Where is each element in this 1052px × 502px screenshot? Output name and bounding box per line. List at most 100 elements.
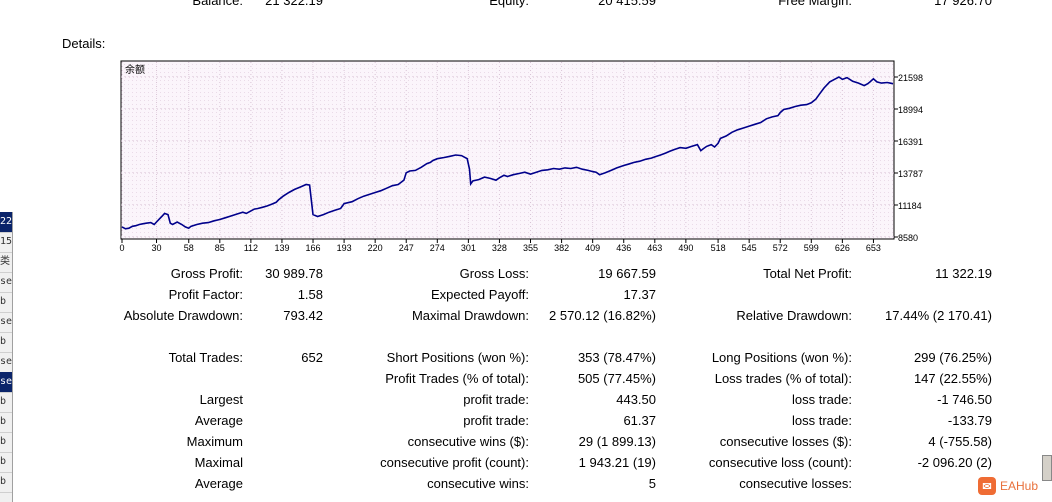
long-positions-value: 299 (76.25%) xyxy=(913,350,992,365)
left-panel-row[interactable]: se xyxy=(0,352,12,373)
y-axis: 21598 18994 16391 13787 11184 8580 xyxy=(894,73,923,243)
balance-series-line xyxy=(121,76,894,230)
relative-drawdown-value: 17.44% (2 170.41) xyxy=(885,308,992,323)
x-tick-label: 0 xyxy=(119,243,124,253)
avg-consec-wins-value: 5 xyxy=(648,476,656,491)
x-tick-label: 85 xyxy=(215,243,225,253)
max-consec-losses-value: 4 (-755.58) xyxy=(928,434,992,449)
largest-profit-trade-label: profit trade: xyxy=(463,392,529,407)
equity-value: 20 415.59 xyxy=(598,0,656,8)
left-panel-row[interactable]: b xyxy=(0,472,12,493)
equity-label: Equity: xyxy=(489,0,529,8)
absolute-drawdown-label: Absolute Drawdown: xyxy=(123,308,243,323)
x-tick-label: 409 xyxy=(585,243,600,253)
left-panel-row[interactable]: b xyxy=(0,412,12,433)
maximal-drawdown-value: 2 570.12 (16.82%) xyxy=(549,308,656,323)
x-tick-label: 220 xyxy=(368,243,383,253)
left-panel-row[interactable]: b xyxy=(0,292,12,313)
gross-loss-label: Gross Loss: xyxy=(459,266,529,281)
average-loss-trade-label: loss trade: xyxy=(792,413,852,428)
x-tick-label: 436 xyxy=(616,243,631,253)
y-tick-label: 8580 xyxy=(898,233,918,243)
balance-value: 21 322.19 xyxy=(265,0,323,8)
left-panel-row[interactable]: 类 xyxy=(0,252,12,273)
profit-factor-label: Profit Factor: xyxy=(168,287,243,302)
expected-payoff-value: 17.37 xyxy=(623,287,656,302)
average-label: Average xyxy=(194,413,243,428)
left-panel-row[interactable]: b xyxy=(0,392,12,413)
short-positions-value: 353 (78.47%) xyxy=(577,350,656,365)
total-trades-value: 652 xyxy=(301,350,323,365)
x-tick-label: 166 xyxy=(306,243,321,253)
average-2-label: Average xyxy=(194,476,243,491)
loss-trades-value: 147 (22.55%) xyxy=(913,371,992,386)
left-panel-row[interactable]: se xyxy=(0,372,12,393)
maximal-consec-loss-label: consecutive loss (count): xyxy=(708,455,852,470)
scrollbar-thumb[interactable] xyxy=(1042,455,1052,481)
gross-profit-value: 30 989.78 xyxy=(265,266,323,281)
x-tick-label: 58 xyxy=(184,243,194,253)
x-tick-label: 545 xyxy=(742,243,757,253)
details-label: Details: xyxy=(62,36,106,51)
x-tick-label: 301 xyxy=(461,243,476,253)
x-tick-label: 247 xyxy=(399,243,414,253)
x-axis: 0 30 58 85 112 139 166 193 220 247 274 301 328 355 382… xyxy=(119,239,881,253)
y-tick-label: 21598 xyxy=(898,73,923,83)
long-positions-label: Long Positions (won %): xyxy=(711,350,852,365)
avg-consec-losses-label: consecutive losses: xyxy=(739,476,852,491)
expected-payoff-label: Expected Payoff: xyxy=(430,287,529,302)
maximal-consec-loss-value: -2 096.20 (2) xyxy=(917,455,992,470)
left-panel-row[interactable]: b xyxy=(0,332,12,353)
relative-drawdown-label: Relative Drawdown: xyxy=(736,308,852,323)
x-tick-label: 112 xyxy=(244,243,258,253)
x-tick-label: 572 xyxy=(773,243,788,253)
watermark-text: EAHub xyxy=(1000,479,1039,493)
left-panel-row[interactable]: 22 xyxy=(0,212,12,233)
balance-label: Balance: xyxy=(192,0,243,8)
total-trades-label: Total Trades: xyxy=(168,350,243,365)
free-margin-label: Free Margin: xyxy=(778,0,852,8)
maximum-label: Maximum xyxy=(186,434,243,449)
loss-trades-label: Loss trades (% of total): xyxy=(714,371,852,386)
y-tick-label: 16391 xyxy=(898,137,923,147)
average-loss-trade-value: -133.79 xyxy=(947,413,992,428)
left-panel-row[interactable]: b xyxy=(0,452,12,473)
short-positions-label: Short Positions (won %): xyxy=(386,350,529,365)
x-tick-label: 274 xyxy=(430,243,445,253)
absolute-drawdown-value: 793.42 xyxy=(283,308,323,323)
maximal-drawdown-label: Maximal Drawdown: xyxy=(411,308,529,323)
left-panel-row[interactable]: se xyxy=(0,272,12,293)
maximal-label: Maximal xyxy=(194,455,243,470)
x-tick-label: 490 xyxy=(678,243,693,253)
average-profit-trade-value: 61.37 xyxy=(623,413,656,428)
x-tick-label: 193 xyxy=(337,243,352,253)
left-panel-row[interactable]: se xyxy=(0,312,12,333)
chart-grid xyxy=(121,62,894,238)
eahub-logo-icon: ✉ xyxy=(978,477,996,495)
x-tick-label: 599 xyxy=(804,243,819,253)
total-net-profit-label: Total Net Profit: xyxy=(763,266,852,281)
x-tick-label: 653 xyxy=(866,243,881,253)
left-panel-row[interactable]: b xyxy=(0,432,12,453)
x-tick-label: 382 xyxy=(554,243,569,253)
gross-profit-label: Gross Profit: xyxy=(170,266,243,281)
avg-consec-wins-label: consecutive wins: xyxy=(427,476,529,491)
maximal-consec-profit-label: consecutive profit (count): xyxy=(380,455,529,470)
max-consec-losses-label: consecutive losses ($): xyxy=(719,434,852,449)
profit-trades-label: Profit Trades (% of total): xyxy=(385,371,529,386)
chart-title: 余额 xyxy=(125,63,145,76)
max-consec-wins-value: 29 (1 899.13) xyxy=(578,434,656,449)
profit-factor-value: 1.58 xyxy=(297,287,323,302)
largest-loss-trade-label: loss trade: xyxy=(792,392,852,407)
max-consec-wins-label: consecutive wins ($): xyxy=(407,434,529,449)
x-tick-label: 626 xyxy=(835,243,850,253)
largest-label: Largest xyxy=(199,392,243,407)
maximal-consec-profit-value: 1 943.21 (19) xyxy=(578,455,656,470)
left-panel-row[interactable]: 15 xyxy=(0,232,12,253)
x-tick-label: 30 xyxy=(152,243,162,253)
y-tick-label: 13787 xyxy=(898,169,923,179)
x-tick-label: 139 xyxy=(274,243,289,253)
y-tick-label: 18994 xyxy=(898,105,923,115)
profit-trades-value: 505 (77.45%) xyxy=(577,371,656,386)
watermark: ✉ EAHub xyxy=(978,476,1038,496)
